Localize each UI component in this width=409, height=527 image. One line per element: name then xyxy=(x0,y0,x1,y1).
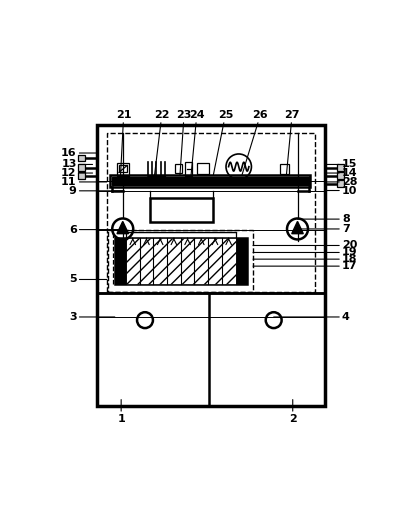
Text: 24: 24 xyxy=(189,110,204,175)
Bar xyxy=(78,164,84,171)
Text: 19: 19 xyxy=(252,248,357,258)
Text: 28: 28 xyxy=(324,177,357,187)
Bar xyxy=(180,238,194,284)
Bar xyxy=(119,165,127,172)
Bar xyxy=(166,238,180,284)
Bar xyxy=(196,163,209,174)
Text: 14: 14 xyxy=(324,168,357,178)
Text: 17: 17 xyxy=(252,261,357,271)
Text: 16: 16 xyxy=(61,148,97,158)
Text: 9: 9 xyxy=(69,186,122,196)
Bar xyxy=(208,238,221,284)
Text: 4: 4 xyxy=(273,312,349,322)
Bar xyxy=(126,238,139,284)
Text: 11: 11 xyxy=(61,177,107,187)
Polygon shape xyxy=(117,221,128,233)
Text: 21: 21 xyxy=(116,110,131,175)
Text: 20: 20 xyxy=(252,240,357,250)
Text: 15: 15 xyxy=(324,160,357,170)
Text: 7: 7 xyxy=(297,224,349,234)
Bar xyxy=(336,172,343,179)
Bar xyxy=(115,238,246,284)
Text: 23: 23 xyxy=(176,110,191,175)
Bar xyxy=(194,238,208,284)
Bar xyxy=(97,125,324,406)
Text: 18: 18 xyxy=(252,254,357,264)
Bar xyxy=(78,155,84,161)
Text: 2: 2 xyxy=(288,399,296,424)
Polygon shape xyxy=(291,221,303,233)
Text: 13: 13 xyxy=(61,160,92,170)
Text: 10: 10 xyxy=(324,186,357,196)
Bar xyxy=(117,163,129,175)
Bar xyxy=(336,164,343,171)
Bar xyxy=(336,180,343,187)
Bar xyxy=(110,175,310,187)
Bar xyxy=(115,238,126,284)
Bar xyxy=(97,125,324,293)
Text: 26: 26 xyxy=(241,110,267,175)
Bar xyxy=(139,238,153,284)
Bar xyxy=(108,230,252,291)
Text: 22: 22 xyxy=(154,110,169,175)
Text: 6: 6 xyxy=(69,225,122,235)
Bar xyxy=(185,162,192,175)
Text: 27: 27 xyxy=(284,110,299,175)
Bar xyxy=(78,172,84,179)
Bar xyxy=(149,198,213,222)
Bar xyxy=(279,164,288,174)
Bar xyxy=(107,133,314,291)
Text: 1: 1 xyxy=(117,399,125,424)
Bar xyxy=(175,163,181,173)
Bar xyxy=(221,238,235,284)
Text: 8: 8 xyxy=(297,214,349,224)
Text: 3: 3 xyxy=(69,312,115,322)
Text: 12: 12 xyxy=(61,168,92,178)
Text: 25: 25 xyxy=(213,110,232,175)
Bar xyxy=(153,238,166,284)
Text: 5: 5 xyxy=(69,275,107,285)
Bar xyxy=(235,238,246,284)
Bar xyxy=(111,177,308,185)
Bar xyxy=(126,232,235,238)
